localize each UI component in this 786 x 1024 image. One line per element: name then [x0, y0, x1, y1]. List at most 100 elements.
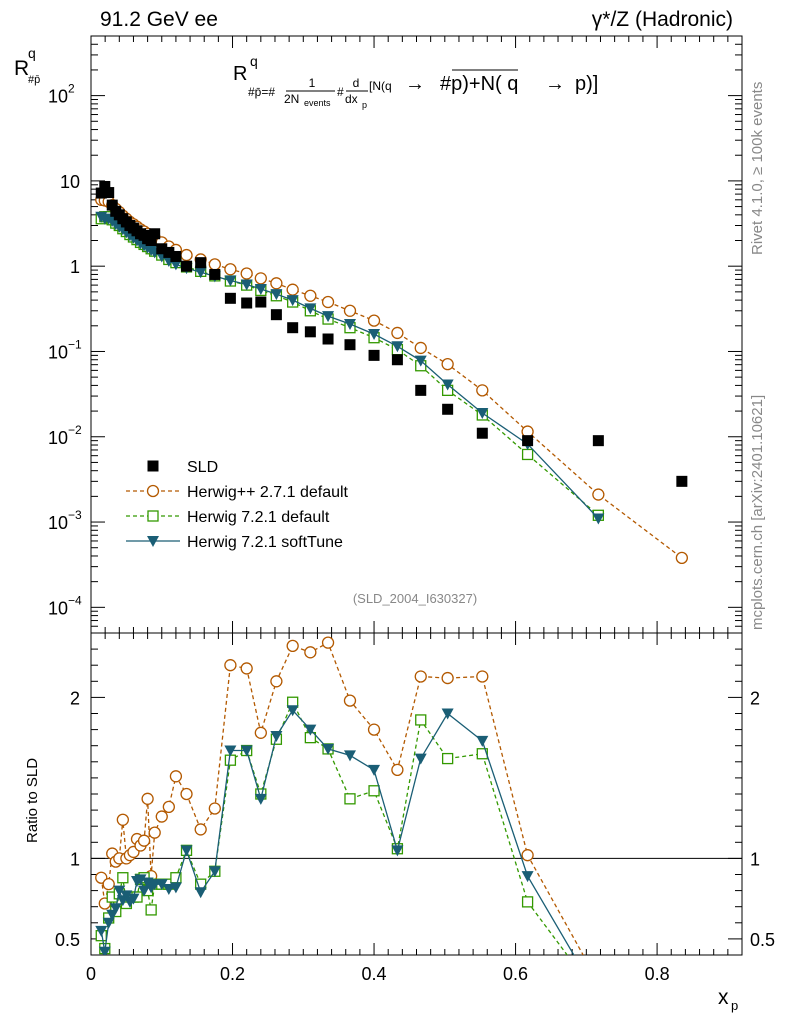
y-tick-base: 10: [48, 87, 68, 107]
svg-text:x: x: [718, 986, 729, 1009]
ratio-point: [145, 904, 157, 916]
data-point: [270, 277, 283, 290]
legend-entry: Herwig 7.2.1 default: [126, 509, 330, 526]
ratio-point: [116, 813, 129, 826]
ratio-point: [162, 800, 175, 814]
main-y-label: R q #p̄: [14, 45, 40, 86]
data-point: [343, 318, 356, 330]
ratio-point: [138, 885, 151, 897]
data-point: [322, 311, 335, 323]
ratio-point: [391, 763, 404, 776]
ratio-point: [155, 810, 168, 823]
header-left: 91.2 GeV ee: [100, 8, 218, 31]
y-tick-exp: −3: [68, 508, 82, 522]
legend-label: Herwig 7.2.1 default: [187, 509, 330, 526]
ratio-point: [169, 770, 183, 783]
data-point: [476, 384, 489, 397]
ratio-point: [367, 723, 381, 736]
ratio-point: [270, 731, 283, 743]
legend-marker: [147, 460, 159, 472]
y-tick-base: 10: [60, 172, 80, 192]
data-point: [675, 551, 689, 565]
ratio-point: [148, 826, 161, 839]
svg-text:1: 1: [309, 76, 316, 90]
y-tick-base: 10: [48, 342, 68, 362]
data-point: [163, 246, 175, 258]
svg-text:#p̄: #p̄: [28, 74, 40, 86]
data-point: [441, 379, 454, 391]
data-point: [240, 279, 253, 291]
ratio-tick-label: 0.5: [55, 930, 80, 950]
ratio-point: [224, 754, 237, 766]
ratio-point: [344, 793, 356, 805]
data-point: [106, 199, 118, 211]
svg-text:[N(q: [N(q: [369, 79, 392, 93]
legend-entry: Herwig++ 2.7.1 default: [126, 484, 349, 501]
svg-text:#: #: [337, 85, 344, 99]
data-point: [476, 427, 488, 439]
ratio-point: [476, 670, 489, 683]
y-tick-base: 1: [70, 257, 80, 277]
data-point: [304, 326, 316, 338]
svg-text:→: →: [405, 73, 425, 95]
legend-label: Herwig 7.2.1 softTune: [187, 534, 343, 551]
data-point: [304, 303, 317, 315]
data-point: [676, 475, 688, 487]
data-point: [169, 259, 182, 271]
ratio-y-label: Ratio to SLD: [24, 758, 41, 843]
data-point: [209, 268, 221, 280]
legend-label: SLD: [187, 459, 218, 476]
x-tick-label: 0.6: [503, 964, 528, 984]
ratio-point: [137, 834, 151, 847]
ratio-point: [240, 745, 253, 757]
x-tick-label: 0.2: [220, 964, 245, 984]
data-point: [442, 403, 454, 415]
y-tick-label: 10: [60, 172, 80, 192]
svg-text:#p̄=#: #p̄=#: [248, 85, 275, 99]
data-point: [592, 513, 605, 525]
x-tick-label: 0.8: [645, 964, 670, 984]
ratio-point: [208, 866, 221, 878]
data-point: [240, 267, 253, 280]
ratio-point: [286, 639, 299, 653]
data-point: [208, 258, 221, 271]
data-point: [286, 295, 299, 307]
ratio-point: [304, 724, 317, 736]
data-point: [367, 314, 381, 327]
svg-text:q: q: [28, 45, 36, 61]
svg-text:d: d: [353, 76, 360, 90]
ratio-point: [162, 883, 175, 895]
data-point: [343, 304, 357, 317]
ratio-tick-label: 1: [70, 849, 80, 869]
ratio-point: [134, 874, 147, 886]
ratio-point: [414, 753, 427, 765]
ratio-tick-label-right: 0.5: [750, 930, 775, 950]
data-point: [241, 297, 253, 309]
data-point: [255, 296, 267, 308]
svg-text:dx: dx: [345, 92, 358, 106]
data-point: [415, 384, 427, 396]
ratio-point: [180, 845, 193, 857]
ratio-point: [521, 896, 534, 908]
analysis-watermark: (SLD_2004_I630327): [353, 591, 477, 606]
ratio-point: [194, 887, 207, 899]
header-right: γ*/Z (Hadronic): [592, 8, 733, 31]
y-tick-label: 1: [70, 257, 80, 277]
legend-entry: SLD: [147, 459, 218, 476]
y-tick-base: 10: [48, 513, 68, 533]
data-point: [592, 488, 605, 501]
y-tick-exp: 2: [68, 82, 75, 96]
legend-marker: [147, 536, 159, 547]
ratio-point: [322, 743, 335, 755]
data-point: [304, 289, 317, 302]
svg-text:p)]: p)]: [575, 73, 598, 95]
data-point: [181, 260, 193, 272]
ratio-point: [321, 636, 335, 649]
rivet-label: Rivet 4.1.0, ≥ 100k events: [749, 82, 766, 255]
y-tick-label: 10 −1: [48, 337, 82, 362]
y-tick-label: 10 −3: [48, 508, 82, 533]
legend-marker: [146, 484, 160, 498]
x-tick-label: 0.4: [362, 964, 387, 984]
mcplots-label: mcplots.cern.ch [arXiv:2401.10621]: [749, 395, 766, 630]
